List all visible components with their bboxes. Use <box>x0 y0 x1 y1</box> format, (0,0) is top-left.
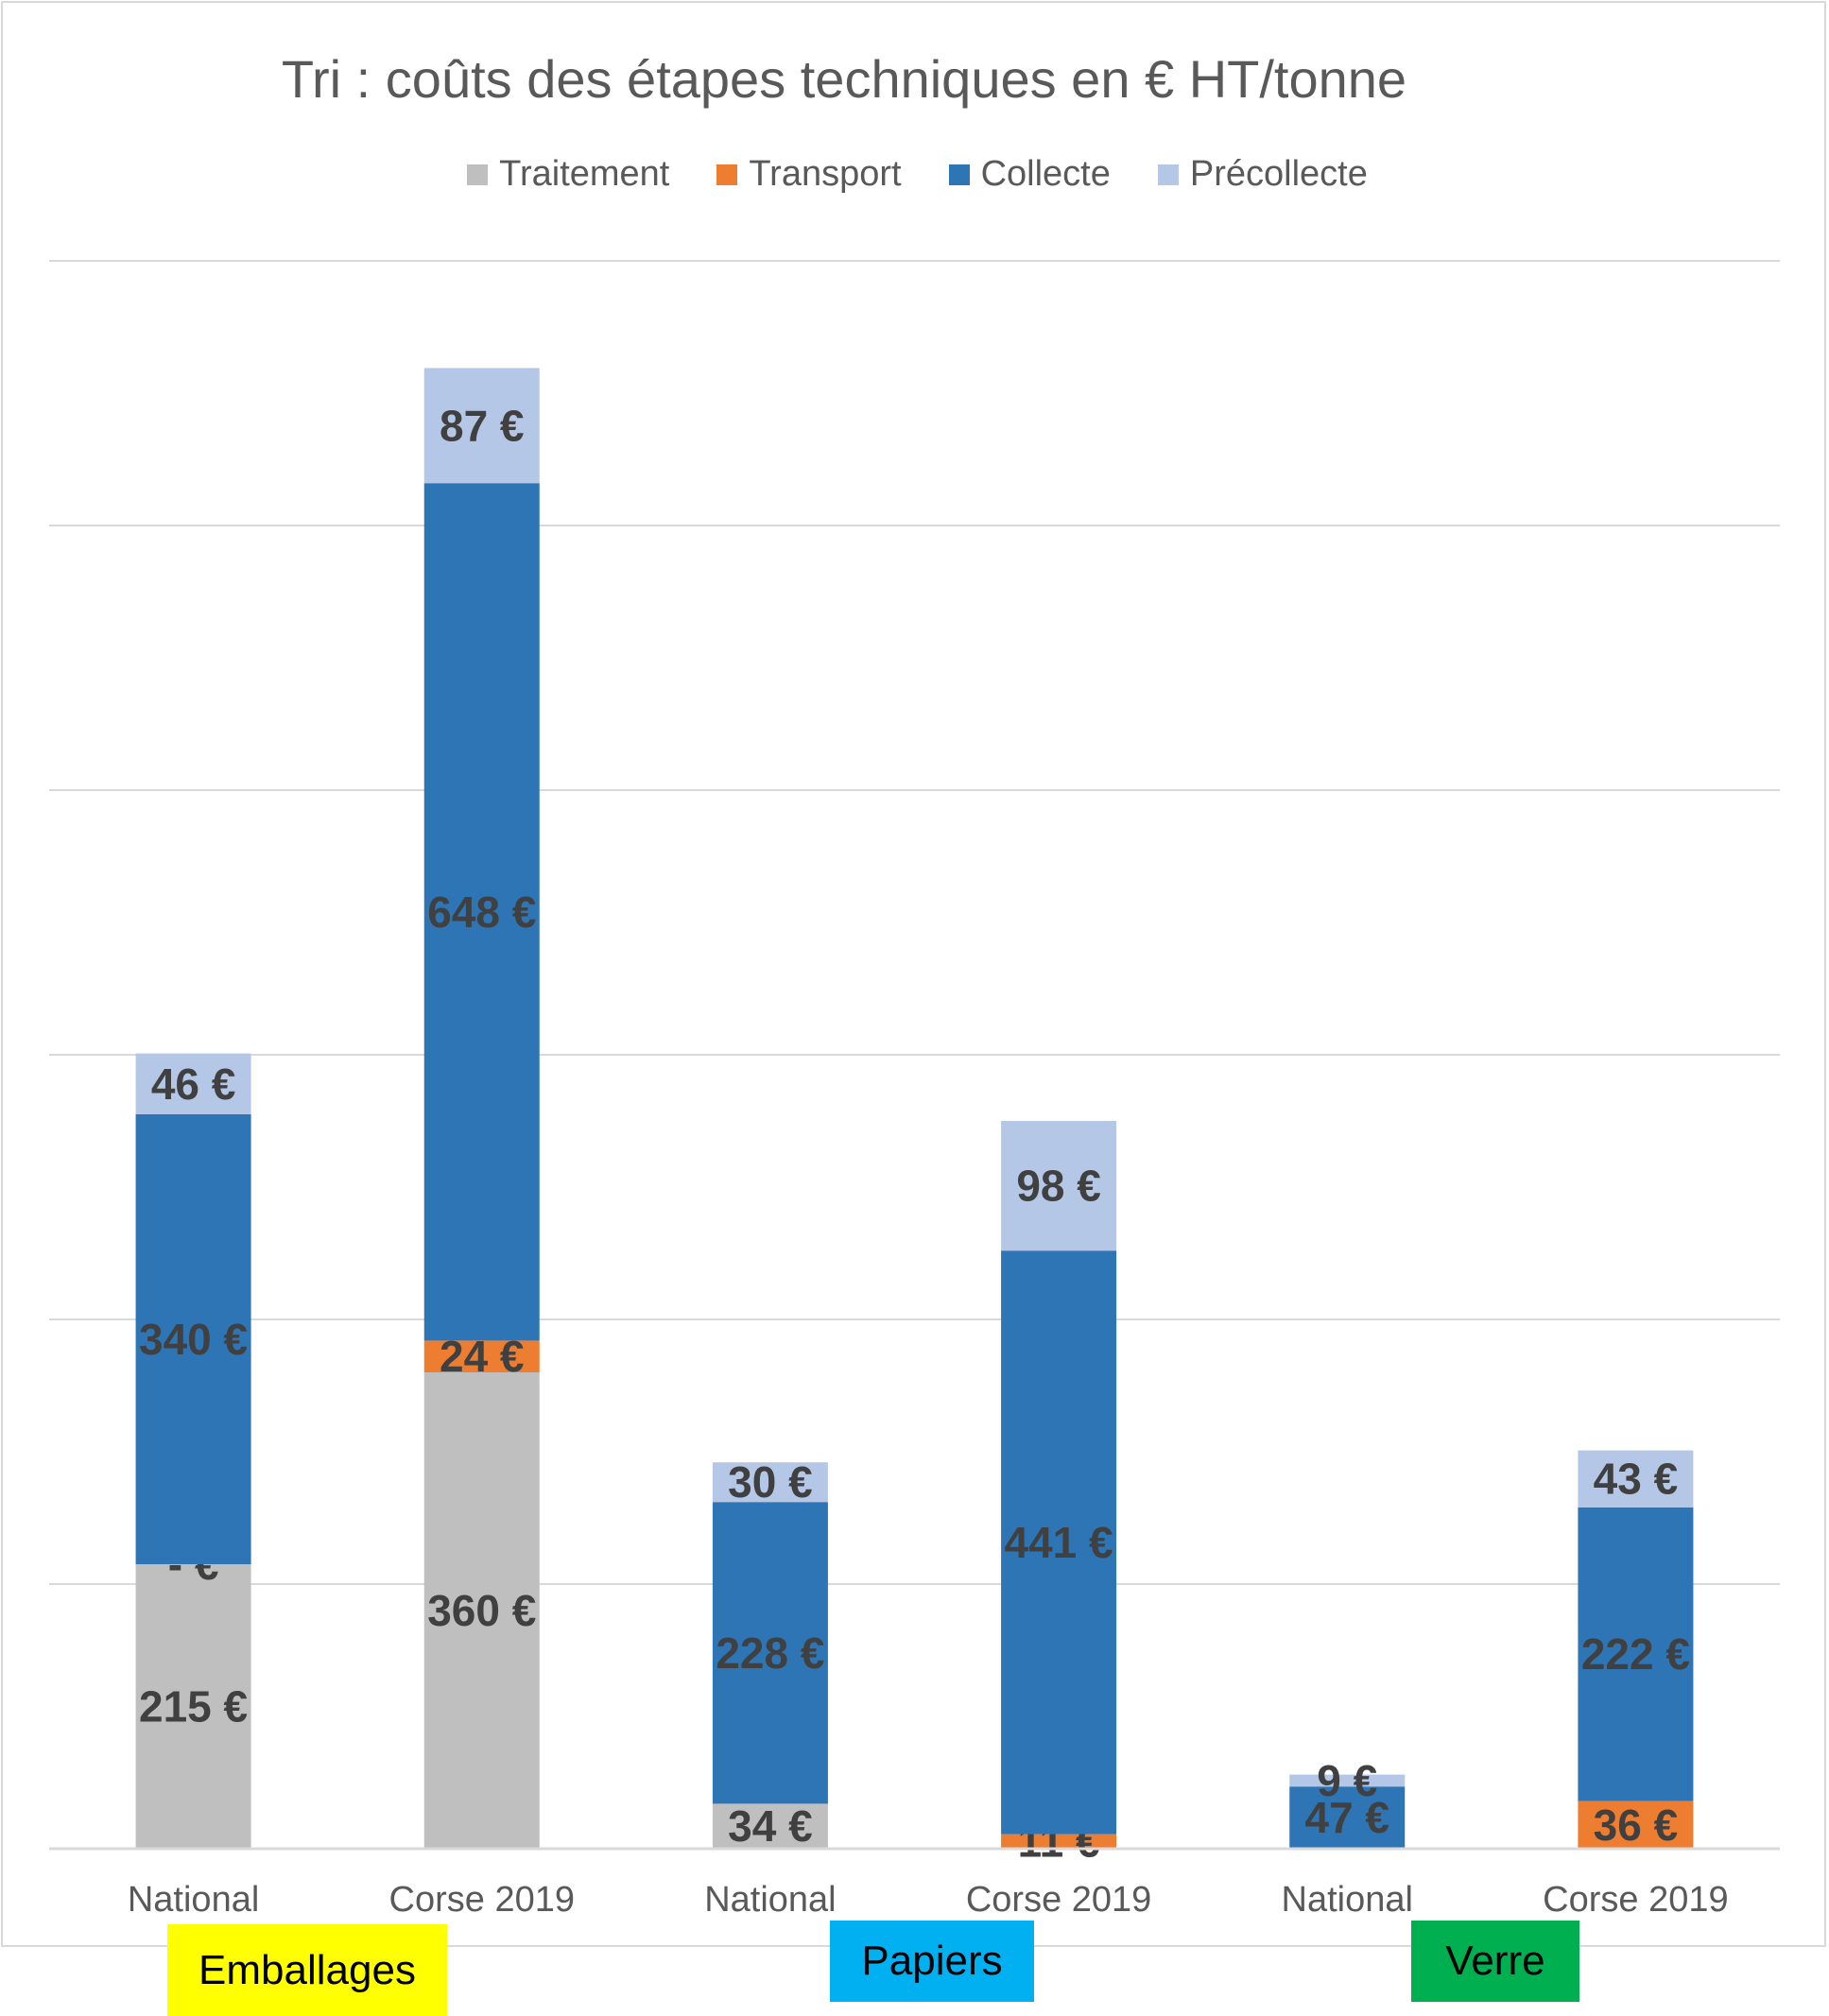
bar-transport <box>1001 1834 1117 1849</box>
bar-collecte <box>423 483 540 1341</box>
group-label-emballages: Emballages <box>167 1924 447 2016</box>
legend-swatch <box>948 164 970 185</box>
legend-item-transport: Transport <box>716 154 902 195</box>
legend-swatch <box>467 164 489 185</box>
legend-item-collecte: Collecte <box>948 154 1111 195</box>
bar-transport <box>423 1340 540 1372</box>
bar-collecte <box>712 1502 828 1804</box>
bar-precollecte <box>135 1053 251 1114</box>
bar-precollecte <box>712 1462 828 1503</box>
data-label: 441 € <box>1005 1518 1113 1567</box>
data-label: 46 € <box>151 1060 236 1109</box>
category-label: National <box>704 1880 836 1920</box>
data-label: 47 € <box>1304 1793 1389 1842</box>
data-label: 648 € <box>427 887 536 937</box>
data-label: 215 € <box>139 1682 248 1732</box>
data-label: 36 € <box>1594 1801 1679 1850</box>
bar-precollecte <box>1289 1774 1406 1787</box>
group-label-papiers: Papiers <box>830 1921 1034 2002</box>
category-label: Corse 2019 <box>966 1880 1151 1920</box>
legend-item-traitement: Traitement <box>467 154 669 195</box>
bar-precollecte <box>1001 1121 1117 1251</box>
data-label: 340 € <box>139 1315 248 1364</box>
bar-precollecte <box>423 368 540 484</box>
legend-label: Transport <box>749 154 902 194</box>
bar-transport <box>1578 1801 1694 1849</box>
bar-traitement <box>423 1372 540 1849</box>
group-label-verre: Verre <box>1411 1921 1579 2002</box>
category-label: National <box>1282 1880 1413 1920</box>
category-label: Corse 2019 <box>389 1880 575 1920</box>
legend-label: Traitement <box>499 154 670 194</box>
data-label: 360 € <box>427 1586 536 1635</box>
legend-swatch <box>1157 164 1179 185</box>
data-label: 228 € <box>716 1628 824 1678</box>
data-label: 222 € <box>1581 1629 1690 1679</box>
category-label: Corse 2019 <box>1543 1880 1728 1920</box>
bar-collecte <box>1001 1250 1117 1835</box>
chart-legend: Traitement Transport Collecte Précollecte <box>3 154 1829 195</box>
data-label: 34 € <box>728 1801 813 1851</box>
bar-traitement <box>712 1803 828 1849</box>
bar-collecte <box>1578 1507 1694 1801</box>
legend-item-precollecte: Précollecte <box>1157 154 1368 195</box>
chart-frame: Tri : coûts des étapes techniques en € H… <box>1 1 1826 1947</box>
chart-title: Tri : coûts des étapes techniques en € H… <box>281 49 1407 109</box>
category-label: National <box>128 1880 259 1920</box>
data-label: 43 € <box>1594 1455 1679 1504</box>
legend-swatch <box>716 164 738 185</box>
bar-collecte <box>135 1114 251 1564</box>
legend-label: Précollecte <box>1189 154 1368 194</box>
bar-collecte <box>1289 1786 1406 1849</box>
legend-label: Collecte <box>980 154 1111 194</box>
data-label: 98 € <box>1016 1162 1101 1211</box>
data-label: 9 € <box>1317 1756 1377 1805</box>
bar-traitement <box>135 1564 251 1849</box>
data-label: 87 € <box>440 401 525 450</box>
bar-precollecte <box>1578 1450 1694 1508</box>
data-label: 30 € <box>728 1457 813 1507</box>
